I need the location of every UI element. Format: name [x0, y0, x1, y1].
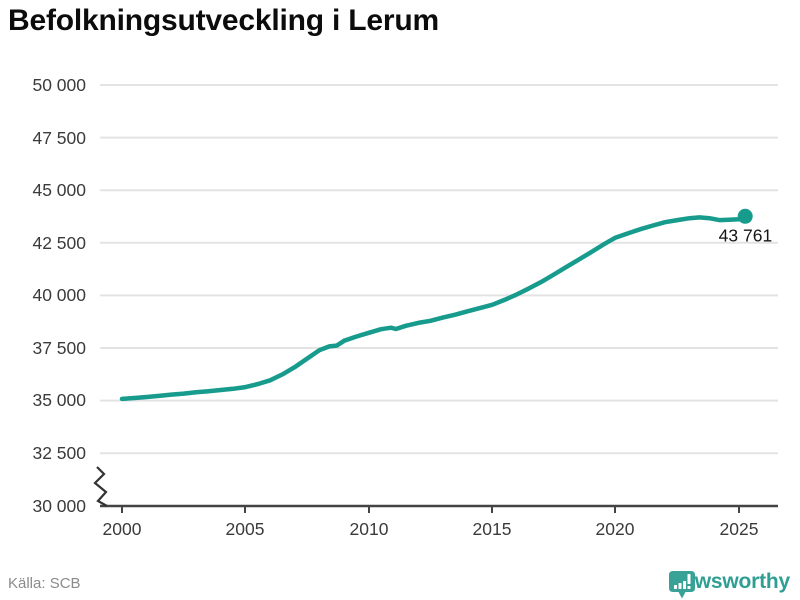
newsworthy-logo[interactable]: Newsworthy [668, 570, 790, 599]
x-tick-label: 2000 [103, 519, 142, 539]
gridlines [100, 84, 778, 455]
end-value-label: 43 761 [719, 225, 773, 245]
source-note: Källa: SCB [8, 575, 81, 592]
population-series-line [119, 214, 748, 402]
y-tick-label: 40 000 [32, 285, 86, 305]
x-tick-label: 2020 [596, 519, 635, 539]
y-tick-label: 42 500 [32, 233, 86, 253]
exclamation-bar [687, 574, 691, 584]
x-axis-ticks [121, 506, 740, 513]
chart-title: Befolkningsutveckling i Lerum [8, 4, 439, 37]
newsworthy-wordmark: Newsworthy [668, 570, 790, 593]
y-tick-label: 35 000 [32, 390, 86, 410]
x-axis: 2000 2005 2010 2015 2020 2025 [93, 466, 778, 539]
y-tick-label: 47 500 [32, 128, 86, 148]
x-tick-label: 2015 [473, 519, 512, 539]
x-tick-label: 2025 [720, 519, 759, 539]
bar-chart-glyph [674, 574, 691, 589]
y-tick-label: 45 000 [32, 180, 86, 200]
newsworthy-bubble-chart-icon [669, 571, 696, 599]
end-point-marker [737, 208, 753, 224]
y-tick-label: 30 000 [32, 496, 86, 516]
x-axis-labels: 2000 2005 2010 2015 2020 2025 [103, 519, 759, 539]
y-tick-label: 50 000 [32, 75, 86, 95]
y-tick-label: 32 500 [32, 443, 86, 463]
speech-bubble-shape [669, 571, 696, 599]
axis-break-icon [93, 466, 108, 507]
y-axis-labels: 50 000 47 500 45 000 42 500 40 000 37 50… [32, 75, 86, 516]
exclamation-dot [687, 586, 691, 589]
x-tick-label: 2010 [350, 519, 389, 539]
y-tick-label: 37 500 [32, 338, 86, 358]
x-tick-label: 2005 [226, 519, 265, 539]
